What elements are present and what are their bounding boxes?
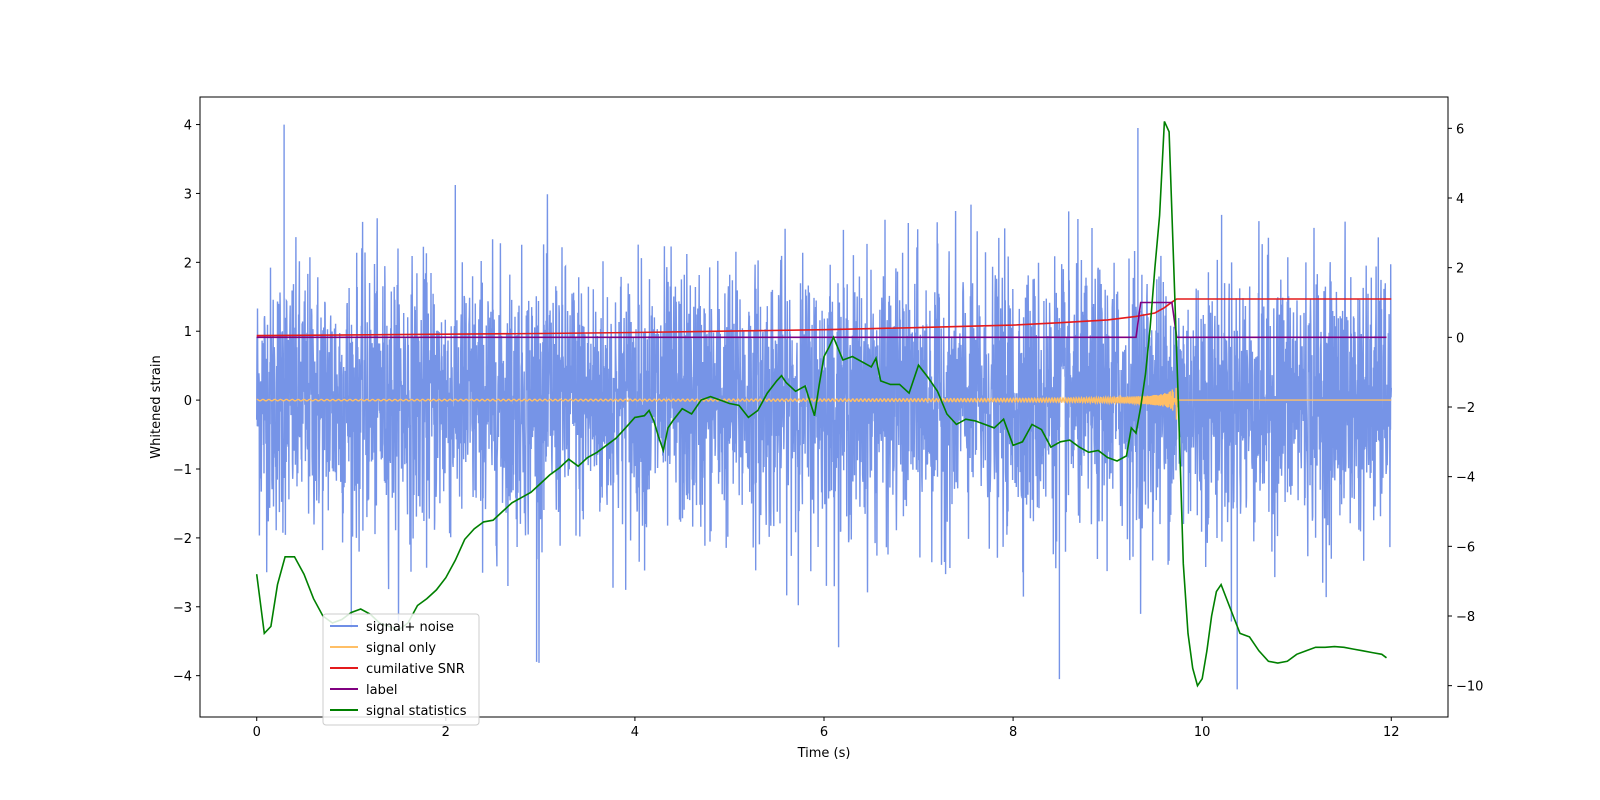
y-tick-label-left: −1 xyxy=(173,463,192,478)
y-tick-label-left: 0 xyxy=(184,394,192,409)
y-tick-label-right: 2 xyxy=(1456,262,1464,277)
y-tick-label-left: 3 xyxy=(184,187,192,202)
legend-box xyxy=(322,613,480,726)
x-tick-label: 8 xyxy=(1009,725,1017,740)
legend: signal+ noise signal only cumilative SNR la… xyxy=(322,613,480,726)
y-tick-label-right: −10 xyxy=(1456,680,1483,695)
series-signal-statistics xyxy=(255,121,1387,688)
x-tick-label: 0 xyxy=(253,725,261,740)
series-signal-noise xyxy=(256,124,1392,690)
y-tick-label-right: −2 xyxy=(1456,401,1475,416)
x-tick-label: 4 xyxy=(631,725,639,740)
y-tick-label-left: 2 xyxy=(184,256,192,271)
y-tick-label-right: 0 xyxy=(1456,331,1464,346)
y-tick-label-left: −3 xyxy=(173,601,192,616)
legend-label: label xyxy=(366,683,397,698)
x-tick-label: 10 xyxy=(1194,725,1211,740)
x-tick-label: 12 xyxy=(1383,725,1400,740)
series-cumulative-snr xyxy=(256,298,1392,337)
y-tick-label-right: −6 xyxy=(1456,540,1475,555)
y-tick-label-left: −2 xyxy=(173,532,192,547)
legend-label: signal+ noise xyxy=(366,620,454,635)
y-tick-label-left: 4 xyxy=(184,119,192,134)
legend-label: signal only xyxy=(366,641,436,656)
y-tick-label-right: −8 xyxy=(1456,610,1475,625)
legend-label: cumilative SNR xyxy=(366,662,465,677)
y-tick-label-right: 6 xyxy=(1456,122,1464,137)
x-axis-label: Time (s) xyxy=(797,746,851,761)
y-tick-label-left: 1 xyxy=(184,325,192,340)
series-signal-only xyxy=(256,387,1392,420)
y-axis-label-left: Whitened strain xyxy=(149,355,164,458)
series-label xyxy=(256,301,1387,339)
x-tick-label: 2 xyxy=(442,725,450,740)
y-tick-label-right: −4 xyxy=(1456,471,1475,486)
plot-area xyxy=(255,121,1392,690)
y-tick-label-right: 4 xyxy=(1456,192,1464,207)
legend-label: signal statistics xyxy=(366,704,467,719)
x-tick-label: 6 xyxy=(820,725,828,740)
y-tick-label-left: −4 xyxy=(173,670,192,685)
